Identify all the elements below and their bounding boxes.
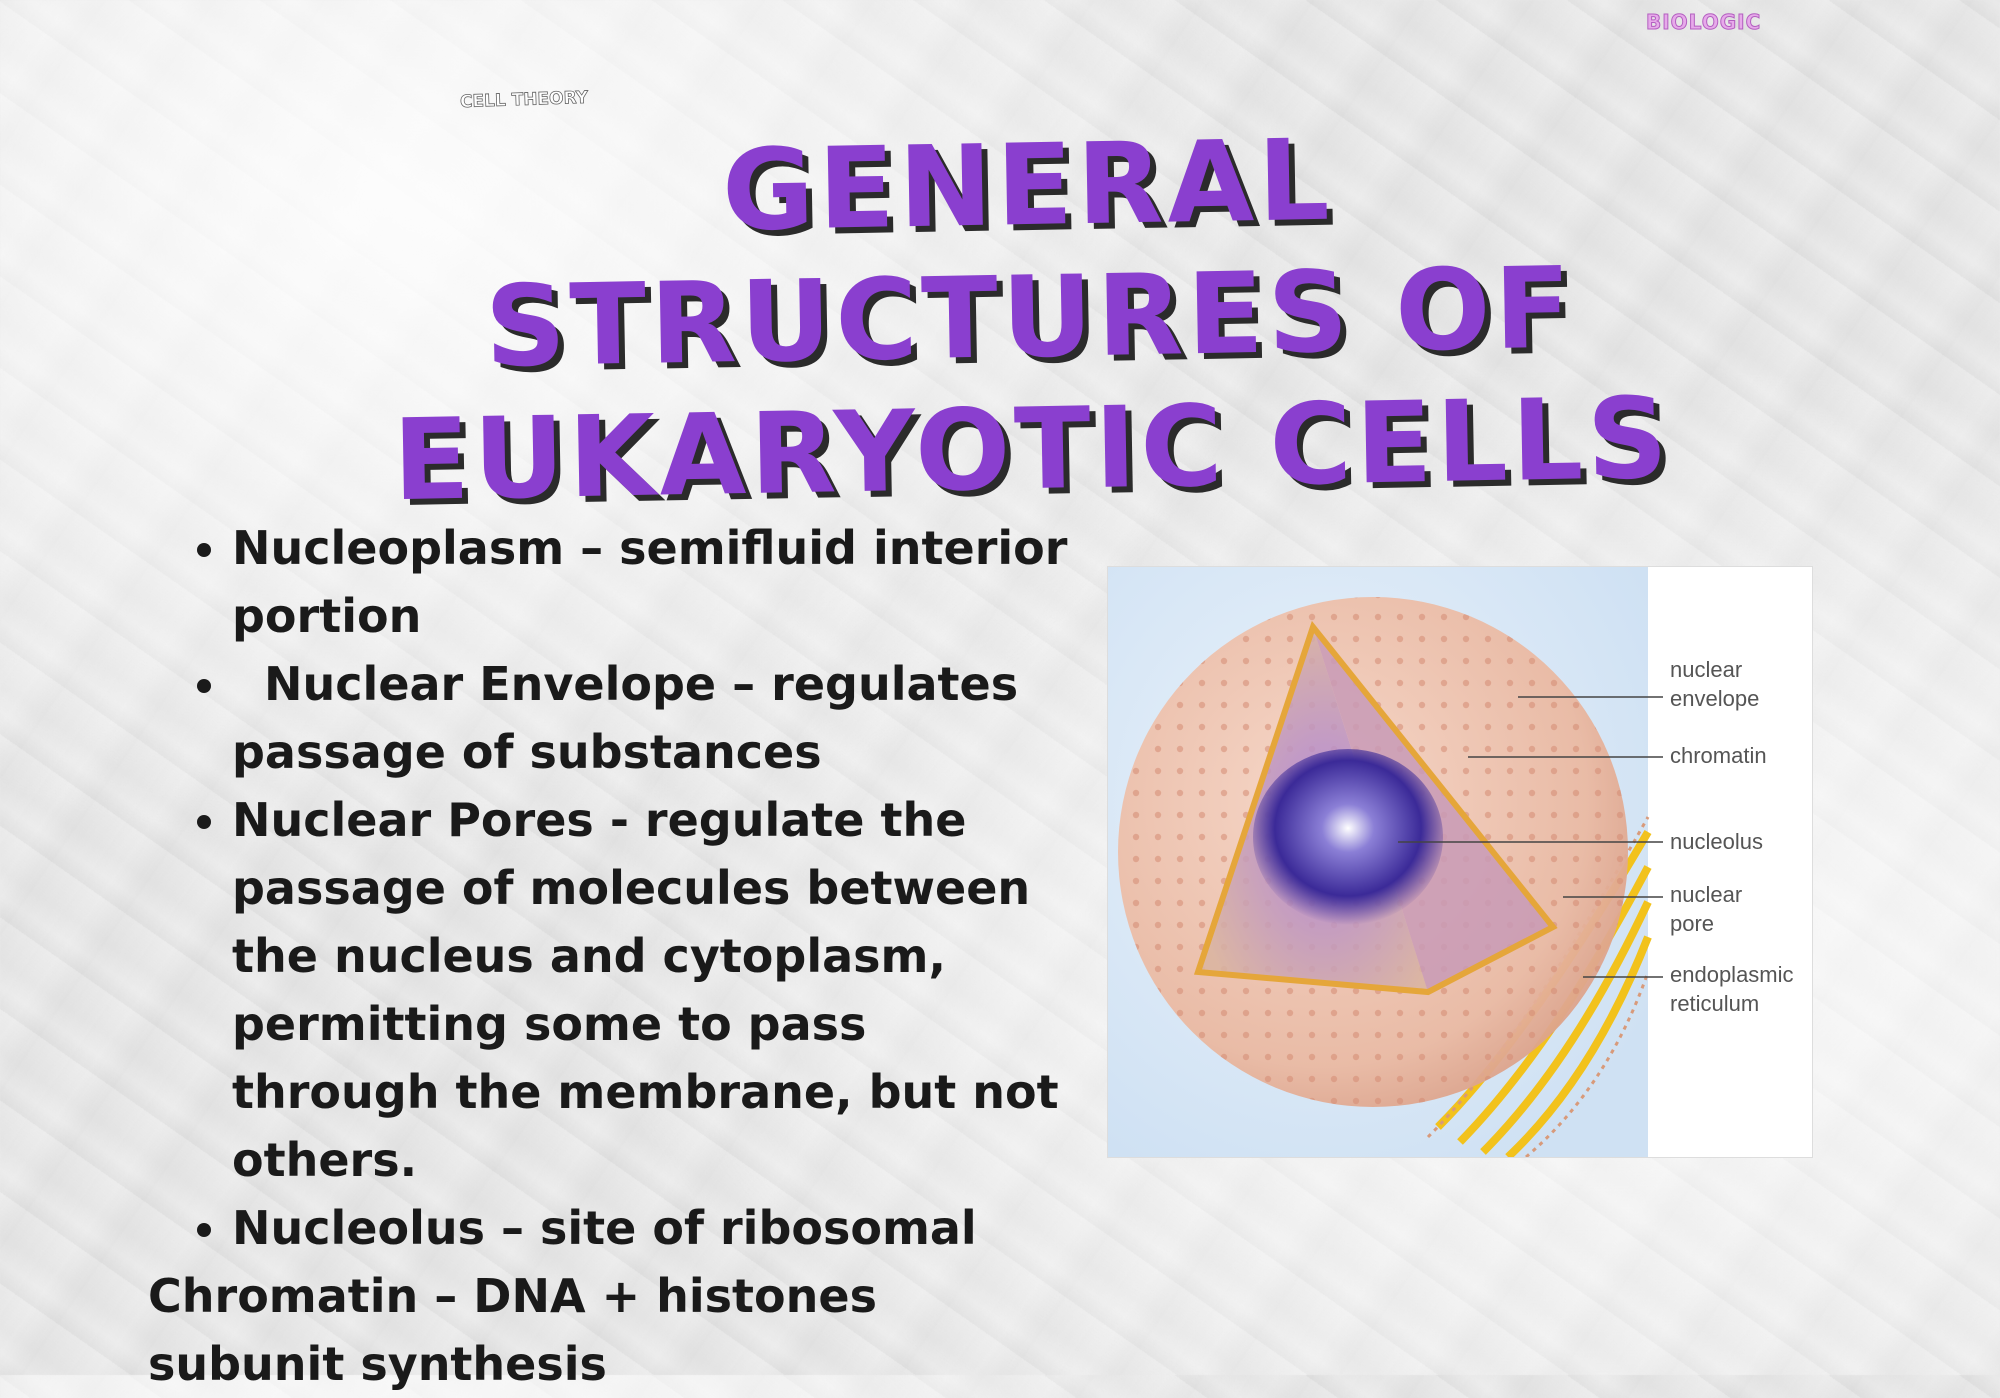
bullet-item-nucleolus: Nucleolus – site of ribosomal	[232, 1194, 1088, 1262]
label-endoplasmic-reticulum: endoplasmic reticulum	[1670, 962, 1794, 1016]
section-tag: CELL THEORY	[459, 87, 589, 113]
page-title: GENERAL STRUCTURES OF EUKARYOTIC CELLS	[391, 115, 1673, 527]
bullet-item-nuclear-pores: Nuclear Pores - regulate the passage of …	[232, 786, 1088, 1194]
bullet-item-nucleoplasm: Nucleoplasm – semifluid interior portion	[232, 514, 1088, 650]
label-nuclear-pore: nuclear pore	[1670, 882, 1743, 936]
brand-logo: BIOLOGIC	[1645, 10, 1762, 35]
bullet-list: Nucleoplasm – semifluid interior portion…	[148, 514, 1088, 1262]
label-chromatin: chromatin	[1670, 743, 1767, 768]
nucleus-illustration	[1108, 567, 1663, 1157]
content-block: Nucleoplasm – semifluid interior portion…	[148, 514, 1088, 1398]
trailing-text: Chromatin – DNA + histones subunit synth…	[148, 1269, 877, 1391]
label-nucleolus: nucleolus	[1670, 829, 1763, 854]
er-outline	[1426, 816, 1650, 1157]
bullet-item-nuclear-envelope: Nuclear Envelope – regulates passage of …	[232, 650, 1088, 786]
nucleus-diagram: nuclear envelope chromatin nucleolus nuc…	[1107, 566, 1813, 1158]
label-nuclear-envelope: nuclear envelope	[1670, 657, 1760, 711]
